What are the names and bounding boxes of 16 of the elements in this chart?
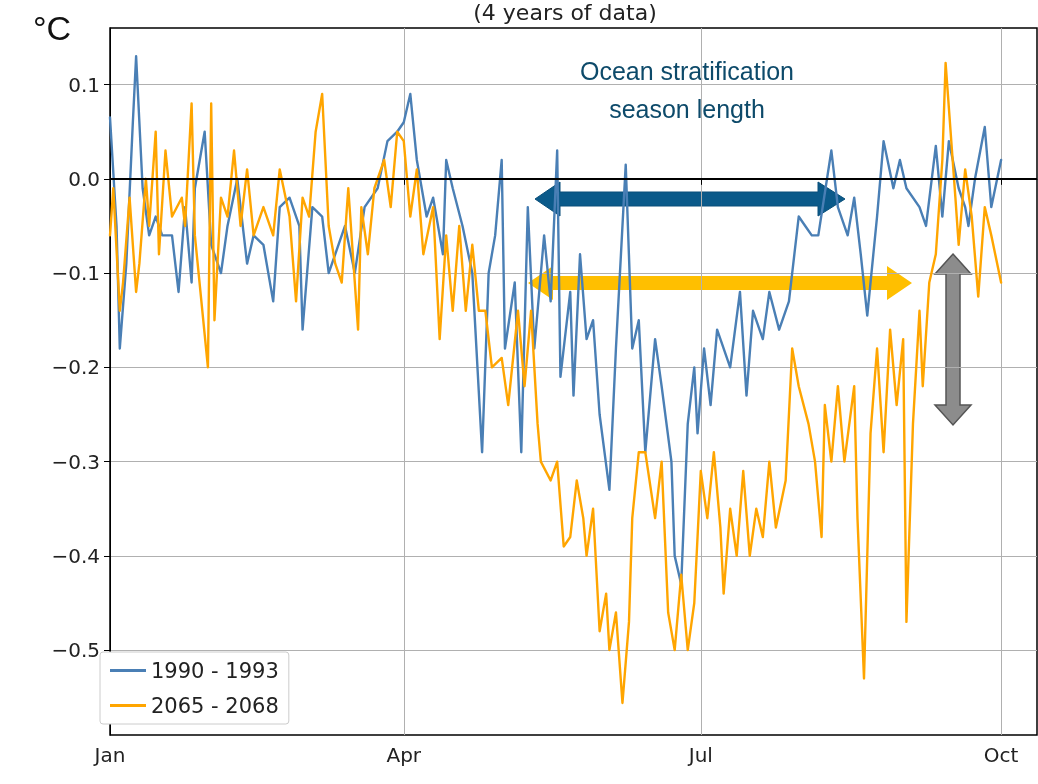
y-tick-label: −0.3 (51, 449, 100, 474)
x-tick-label: Jul (686, 743, 713, 767)
y-tick-label: −0.4 (51, 543, 100, 568)
y-tick-label: −0.1 (51, 261, 100, 286)
y-tick-label: 0.0 (68, 166, 100, 191)
y-tick-label: −0.2 (51, 355, 100, 380)
y-tick-label: 0.1 (68, 72, 100, 97)
legend-label: 1990 - 1993 (151, 658, 279, 683)
x-tick-label: Jan (92, 743, 126, 767)
y-axis-title: °C (33, 9, 72, 47)
legend-label: 2065 - 2068 (151, 693, 279, 718)
y-tick-label: −0.5 (51, 638, 100, 663)
chart-title: (4 years of data) (473, 0, 657, 25)
annotation: Ocean stratification season length (579, 56, 795, 125)
x-tick-label: Oct (983, 743, 1019, 767)
x-tick-label: Apr (386, 743, 422, 767)
